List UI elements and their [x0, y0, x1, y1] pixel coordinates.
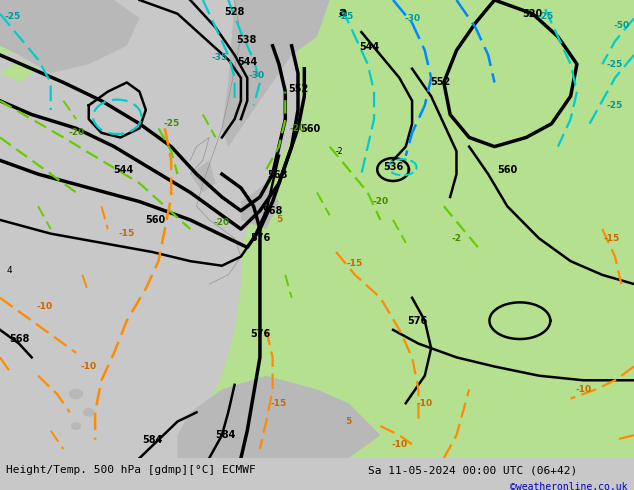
- Text: Height/Temp. 500 hPa [gdmp][°C] ECMWF: Height/Temp. 500 hPa [gdmp][°C] ECMWF: [6, 465, 256, 475]
- Text: 560: 560: [145, 215, 165, 225]
- Polygon shape: [0, 60, 38, 82]
- Text: -25: -25: [4, 12, 21, 21]
- Polygon shape: [330, 0, 634, 147]
- Polygon shape: [222, 0, 330, 147]
- Text: -20: -20: [214, 218, 230, 227]
- Text: -20: -20: [68, 128, 84, 137]
- Text: ©weatheronline.co.uk: ©weatheronline.co.uk: [510, 482, 628, 490]
- Text: 576: 576: [250, 329, 270, 340]
- Text: 536: 536: [383, 162, 403, 172]
- Polygon shape: [72, 423, 81, 429]
- Text: 560: 560: [497, 165, 517, 174]
- Text: 5: 5: [346, 417, 352, 426]
- Text: -2: -2: [335, 147, 343, 156]
- Text: -10: -10: [36, 302, 53, 312]
- Polygon shape: [84, 409, 94, 416]
- Text: -15: -15: [604, 234, 620, 243]
- Text: -35: -35: [212, 53, 228, 62]
- Text: -2: -2: [451, 234, 462, 243]
- Text: 552: 552: [288, 84, 308, 95]
- Text: 520: 520: [522, 9, 543, 19]
- Text: a: a: [338, 6, 347, 19]
- Text: 560: 560: [301, 124, 321, 134]
- Text: 576: 576: [250, 233, 270, 243]
- Text: -10: -10: [575, 385, 592, 394]
- Text: 568: 568: [262, 206, 283, 216]
- Text: -15: -15: [119, 229, 135, 238]
- Text: -20: -20: [290, 124, 306, 133]
- Text: -50: -50: [613, 21, 630, 30]
- Text: -15: -15: [271, 399, 287, 408]
- Text: 4: 4: [7, 266, 12, 275]
- Text: 544: 544: [237, 57, 257, 67]
- Polygon shape: [70, 390, 82, 398]
- Text: -30: -30: [249, 71, 265, 80]
- Text: 576: 576: [407, 316, 427, 326]
- Text: 538: 538: [236, 35, 256, 45]
- Text: -15: -15: [347, 259, 363, 268]
- Text: -25: -25: [607, 101, 623, 110]
- Text: 568: 568: [9, 334, 29, 344]
- Text: 552: 552: [430, 77, 450, 88]
- Text: -25: -25: [163, 119, 179, 128]
- Text: 584: 584: [142, 435, 162, 445]
- Text: -10: -10: [417, 399, 433, 408]
- Text: Sa 11-05-2024 00:00 UTC (06+42): Sa 11-05-2024 00:00 UTC (06+42): [368, 465, 577, 475]
- Text: 568: 568: [268, 171, 288, 180]
- Text: 544: 544: [359, 42, 380, 52]
- Text: -30: -30: [404, 14, 420, 23]
- Text: 5: 5: [276, 216, 282, 224]
- Text: -20: -20: [372, 197, 389, 206]
- Polygon shape: [178, 376, 380, 458]
- Text: -25: -25: [537, 12, 553, 21]
- Text: 584: 584: [215, 430, 235, 440]
- Polygon shape: [0, 0, 139, 74]
- Text: -10: -10: [81, 362, 97, 371]
- Polygon shape: [0, 18, 51, 55]
- Polygon shape: [241, 183, 279, 229]
- Text: -25: -25: [337, 12, 354, 21]
- Text: -10: -10: [391, 440, 408, 449]
- Text: 544: 544: [113, 165, 134, 174]
- Polygon shape: [178, 0, 634, 458]
- Text: 528: 528: [224, 7, 245, 17]
- Text: -25: -25: [607, 60, 623, 69]
- Polygon shape: [190, 160, 216, 193]
